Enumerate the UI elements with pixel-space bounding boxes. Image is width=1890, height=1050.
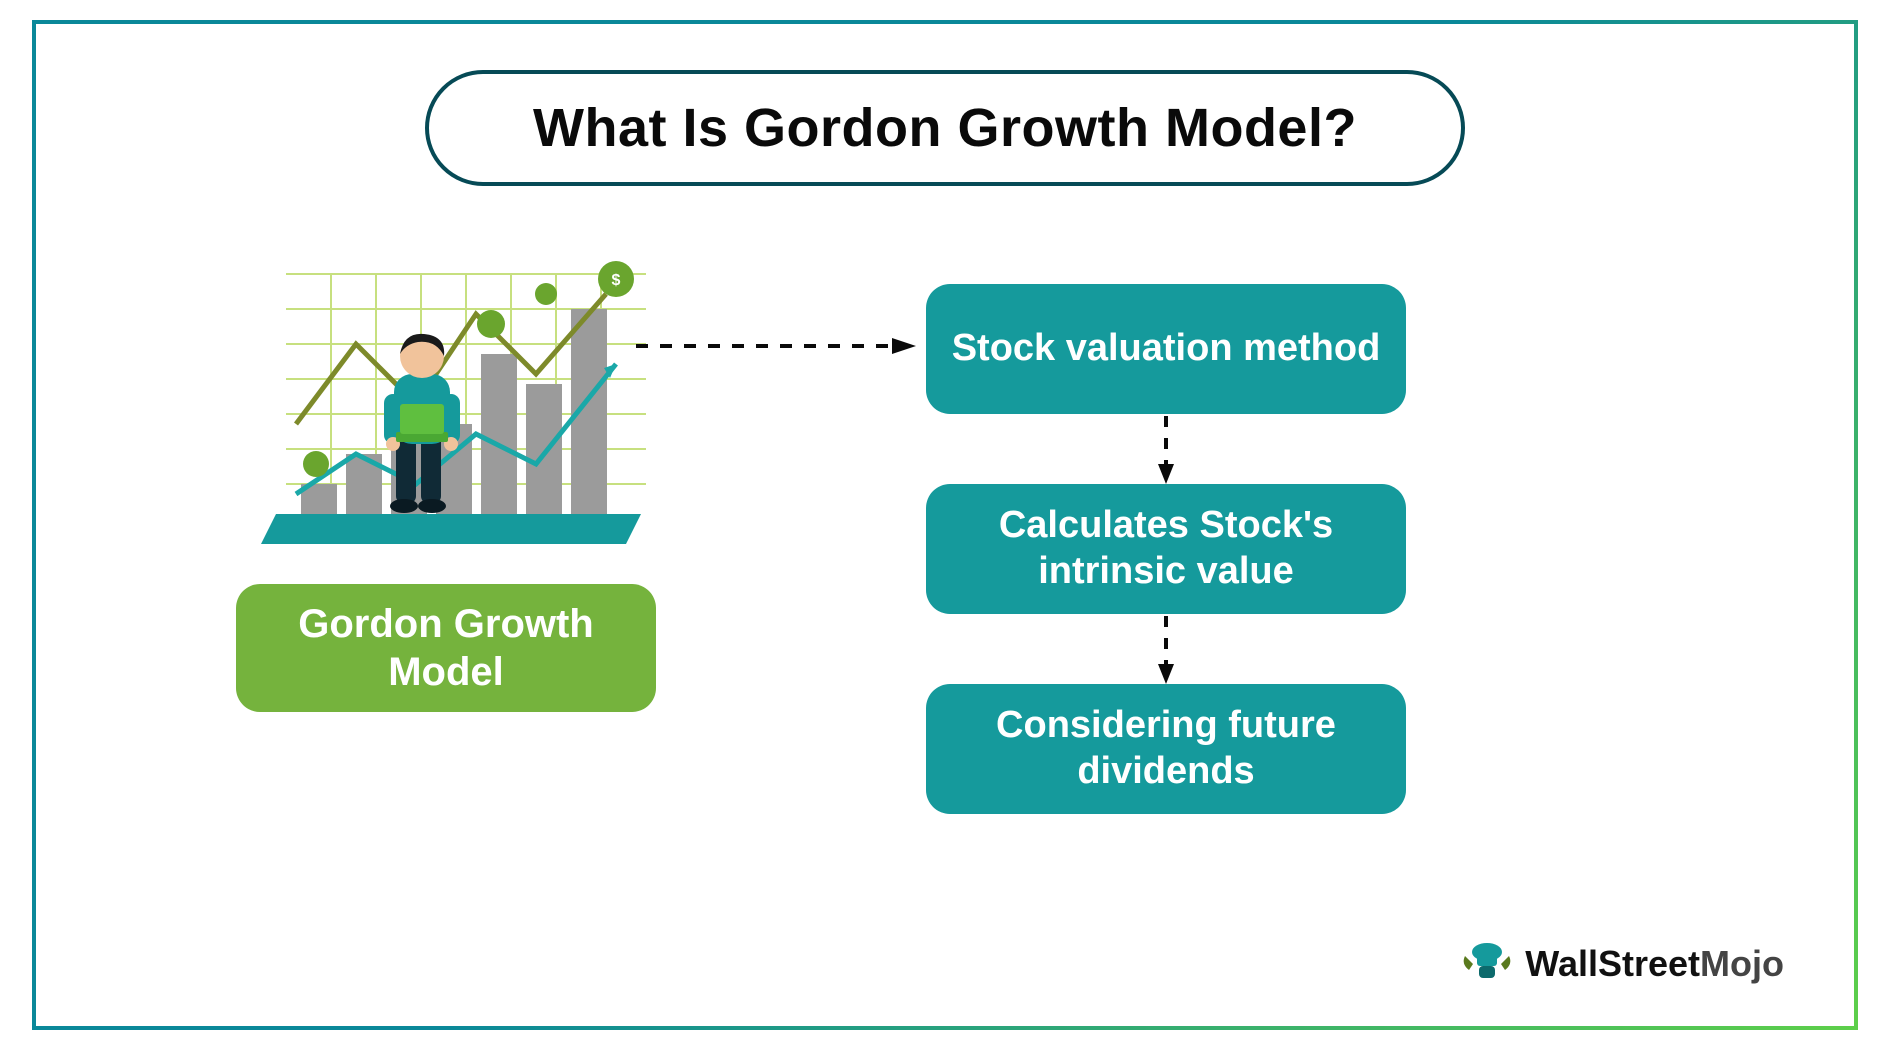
chart-illustration: $ — [246, 254, 666, 564]
content-frame: What Is Gordon Growth Model? — [32, 20, 1858, 1030]
flow-node-2: Calculates Stock's intrinsic value — [926, 484, 1406, 614]
brand-logo: WallStreetMojo — [1459, 936, 1784, 992]
flow-node-3-label: Considering future dividends — [946, 703, 1386, 794]
logo-text: WallStreetMojo — [1525, 943, 1784, 985]
source-node: Gordon Growth Model — [236, 584, 656, 712]
svg-text:$: $ — [612, 272, 621, 289]
chart-base — [261, 514, 641, 544]
arrow-horizontal — [636, 336, 916, 356]
title-pill: What Is Gordon Growth Model? — [425, 70, 1465, 186]
logo-brand: WallStreet — [1525, 943, 1700, 984]
arrow-vertical-1 — [1156, 416, 1176, 486]
flow-node-3: Considering future dividends — [926, 684, 1406, 814]
logo-icon — [1459, 936, 1515, 992]
logo-suffix: Mojo — [1700, 943, 1784, 984]
flow-node-2-label: Calculates Stock's intrinsic value — [946, 503, 1386, 594]
source-node-label: Gordon Growth Model — [236, 600, 656, 696]
flow-node-1: Stock valuation method — [926, 284, 1406, 414]
flow-node-1-label: Stock valuation method — [952, 326, 1381, 372]
page-title: What Is Gordon Growth Model? — [533, 97, 1357, 159]
arrow-vertical-2 — [1156, 616, 1176, 686]
